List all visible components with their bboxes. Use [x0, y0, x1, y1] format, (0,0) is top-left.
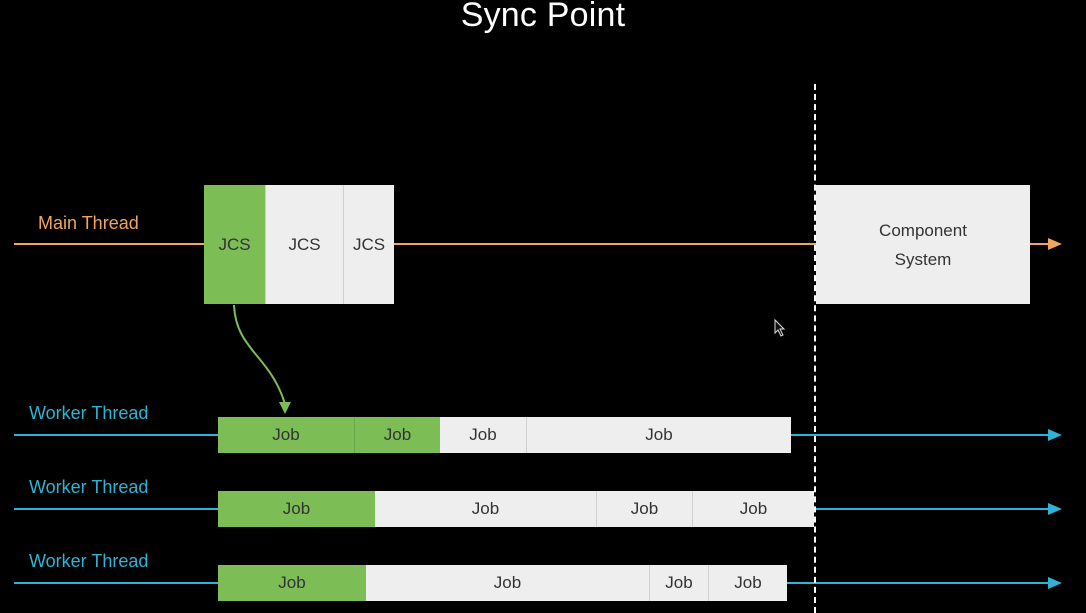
worker-2-job-2: Job: [375, 491, 596, 527]
worker-thread-3-arrowhead: [1048, 577, 1062, 589]
mouse-cursor-icon: [774, 318, 786, 337]
component-system-block: Component System: [816, 185, 1030, 304]
main-thread-label: Main Thread: [38, 213, 139, 233]
main-thread-arrowhead: [1048, 238, 1062, 250]
worker-3-job-2: Job: [366, 565, 649, 601]
worker-thread-1-label: Worker Thread: [29, 403, 149, 423]
worker-1-job-1: Job: [218, 417, 354, 453]
worker-thread-2-arrowhead: [1048, 503, 1062, 515]
worker-1-job-4: Job: [526, 417, 791, 453]
worker-thread-3-label: Worker Thread: [29, 551, 149, 571]
main-thread-line: [14, 243, 1050, 245]
worker-3-job-3: Job: [649, 565, 708, 601]
sync-point-line: [814, 84, 816, 613]
worker-1-job-3: Job: [440, 417, 526, 453]
main-thread-block-jcs-1: JCS: [204, 185, 265, 304]
worker-1-job-2: Job: [354, 417, 440, 453]
worker-thread-1-arrowhead: [1048, 429, 1062, 441]
worker-2-job-4: Job: [692, 491, 814, 527]
diagram-title: Sync Point: [460, 0, 626, 34]
component-system-line1: Component: [879, 220, 967, 240]
worker-2-job-3: Job: [596, 491, 692, 527]
component-system-line2: System: [894, 249, 952, 269]
schedule-arrowhead: [279, 402, 291, 414]
worker-2-job-1: Job: [218, 491, 375, 527]
worker-thread-2-label: Worker Thread: [29, 477, 149, 497]
schedule-arrow: [233, 304, 286, 405]
main-thread-block-jcs-2: JCS: [265, 185, 343, 304]
worker-3-job-4: Job: [708, 565, 787, 601]
worker-3-job-1: Job: [218, 565, 366, 601]
main-thread-block-jcs-3: JCS: [343, 185, 394, 304]
